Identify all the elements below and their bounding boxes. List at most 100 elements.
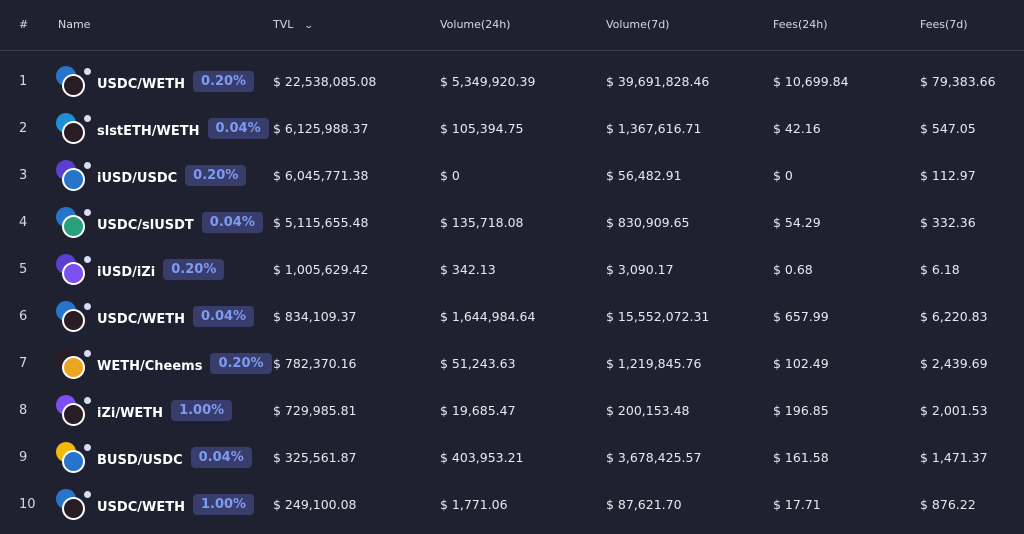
table-row[interactable]: 10 USDC/WETH 1.00% $ 249,100.08 $ 1,771.0… <box>0 481 1024 528</box>
token-b-icon <box>62 262 85 285</box>
token-pair-icons <box>56 207 92 238</box>
token-pair-icons <box>56 301 92 332</box>
volume-7d-cell: $ 56,482.91 <box>606 168 682 183</box>
header-fees-24h[interactable]: Fees(24h) <box>773 18 828 31</box>
chain-badge-icon <box>84 444 91 451</box>
fees-24h-cell: $ 657.99 <box>773 309 829 324</box>
chain-badge-icon <box>84 209 91 216</box>
pair-label: USDC/WETH <box>97 77 185 92</box>
tvl-cell: $ 1,005,629.42 <box>273 262 369 277</box>
row-index: 3 <box>19 168 28 183</box>
header-volume-7d[interactable]: Volume(7d) <box>606 18 670 31</box>
volume-7d-cell: $ 3,090.17 <box>606 262 674 277</box>
fees-7d-cell: $ 876.22 <box>920 497 976 512</box>
tvl-cell: $ 5,115,655.48 <box>273 215 369 230</box>
volume-24h-cell: $ 19,685.47 <box>440 403 516 418</box>
pool-name[interactable]: USDC/slUSDT 0.04% <box>97 212 263 236</box>
pair-label: iUSD/iZi <box>97 265 156 280</box>
fees-7d-cell: $ 6.18 <box>920 262 960 277</box>
token-b-icon <box>62 121 85 144</box>
pool-name[interactable]: BUSD/USDC 0.04% <box>97 447 252 471</box>
pool-name[interactable]: USDC/WETH 0.04% <box>97 306 255 330</box>
pool-name[interactable]: iUSD/USDC 0.20% <box>97 165 247 189</box>
pair-label: USDC/slUSDT <box>97 218 194 233</box>
token-pair-icons <box>56 395 92 426</box>
table-row[interactable]: 1 USDC/WETH 0.20% $ 22,538,085.08 $ 5,349… <box>0 58 1024 105</box>
table-row[interactable]: 7 WETH/Cheems 0.20% $ 782,370.16 $ 51,243… <box>0 340 1024 387</box>
volume-24h-cell: $ 1,644,984.64 <box>440 309 536 324</box>
volume-24h-cell: $ 1,771.06 <box>440 497 508 512</box>
pool-name[interactable]: iZi/WETH 1.00% <box>97 400 233 424</box>
fees-24h-cell: $ 102.49 <box>773 356 829 371</box>
row-index: 1 <box>19 74 28 89</box>
fee-tier-badge: 0.20% <box>163 259 225 280</box>
table-row[interactable]: 8 iZi/WETH 1.00% $ 729,985.81 $ 19,685.47… <box>0 387 1024 434</box>
token-pair-icons <box>56 66 92 97</box>
fee-tier-badge: 0.04% <box>207 118 269 139</box>
header-fees-7d[interactable]: Fees(7d) <box>920 18 968 31</box>
volume-7d-cell: $ 15,552,072.31 <box>606 309 710 324</box>
volume-24h-cell: $ 0 <box>440 168 460 183</box>
pair-label: USDC/WETH <box>97 500 185 515</box>
row-index: 4 <box>19 215 28 230</box>
token-pair-icons <box>56 113 92 144</box>
header-name: Name <box>58 18 91 31</box>
fees-7d-cell: $ 2,439.69 <box>920 356 988 371</box>
tvl-cell: $ 6,045,771.38 <box>273 168 369 183</box>
volume-7d-cell: $ 39,691,828.46 <box>606 74 710 89</box>
tvl-cell: $ 834,109.37 <box>273 309 357 324</box>
pair-label: slstETH/WETH <box>97 124 200 139</box>
tvl-cell: $ 6,125,988.37 <box>273 121 369 136</box>
pool-name[interactable]: USDC/WETH 0.20% <box>97 71 255 95</box>
token-b-icon <box>62 450 85 473</box>
chain-badge-icon <box>84 397 91 404</box>
table-row[interactable]: 2 slstETH/WETH 0.04% $ 6,125,988.37 $ 105… <box>0 105 1024 152</box>
volume-24h-cell: $ 403,953.21 <box>440 450 524 465</box>
fees-7d-cell: $ 79,383.66 <box>920 74 996 89</box>
fees-7d-cell: $ 2,001.53 <box>920 403 988 418</box>
row-index: 7 <box>19 356 28 371</box>
row-index: 5 <box>19 262 28 277</box>
fees-7d-cell: $ 547.05 <box>920 121 976 136</box>
token-b-icon <box>62 215 85 238</box>
fees-24h-cell: $ 54.29 <box>773 215 821 230</box>
fees-24h-cell: $ 17.71 <box>773 497 821 512</box>
fees-24h-cell: $ 42.16 <box>773 121 821 136</box>
volume-7d-cell: $ 3,678,425.57 <box>606 450 702 465</box>
header-volume-24h[interactable]: Volume(24h) <box>440 18 511 31</box>
row-index: 6 <box>19 309 28 324</box>
table-row[interactable]: 6 USDC/WETH 0.04% $ 834,109.37 $ 1,644,98… <box>0 293 1024 340</box>
tvl-cell: $ 22,538,085.08 <box>273 74 377 89</box>
chevron-down-icon[interactable]: ⌄ <box>303 21 315 31</box>
pair-label: BUSD/USDC <box>97 453 183 468</box>
table-row[interactable]: 3 iUSD/USDC 0.20% $ 6,045,771.38 $ 0 $ 56… <box>0 152 1024 199</box>
volume-7d-cell: $ 87,621.70 <box>606 497 682 512</box>
table-row[interactable]: 4 USDC/slUSDT 0.04% $ 5,115,655.48 $ 135,… <box>0 199 1024 246</box>
chain-badge-icon <box>84 350 91 357</box>
fees-7d-cell: $ 6,220.83 <box>920 309 988 324</box>
pool-name[interactable]: slstETH/WETH 0.04% <box>97 118 269 142</box>
fee-tier-badge: 1.00% <box>192 494 255 515</box>
token-pair-icons <box>56 160 92 191</box>
table-row[interactable]: 5 iUSD/iZi 0.20% $ 1,005,629.42 $ 342.13 … <box>0 246 1024 293</box>
tvl-cell: $ 729,985.81 <box>273 403 357 418</box>
fee-tier-badge: 0.20% <box>185 165 247 186</box>
pool-name[interactable]: WETH/Cheems 0.20% <box>97 353 272 377</box>
chain-badge-icon <box>84 115 91 122</box>
chain-badge-icon <box>84 256 91 263</box>
pool-name[interactable]: iUSD/iZi 0.20% <box>97 259 225 283</box>
fee-tier-badge: 0.20% <box>192 71 255 92</box>
fees-24h-cell: $ 196.85 <box>773 403 829 418</box>
tvl-cell: $ 325,561.87 <box>273 450 357 465</box>
table-row[interactable]: 9 BUSD/USDC 0.04% $ 325,561.87 $ 403,953.… <box>0 434 1024 481</box>
header-tvl-sort[interactable]: TVL ⌄ <box>273 18 315 31</box>
volume-7d-cell: $ 1,219,845.76 <box>606 356 702 371</box>
fees-24h-cell: $ 0 <box>773 168 793 183</box>
pair-label: WETH/Cheems <box>97 359 203 374</box>
pool-name[interactable]: USDC/WETH 1.00% <box>97 494 255 518</box>
fees-7d-cell: $ 332.36 <box>920 215 976 230</box>
token-pair-icons <box>56 489 92 520</box>
chain-badge-icon <box>84 303 91 310</box>
volume-7d-cell: $ 830,909.65 <box>606 215 690 230</box>
row-index: 2 <box>19 121 28 136</box>
